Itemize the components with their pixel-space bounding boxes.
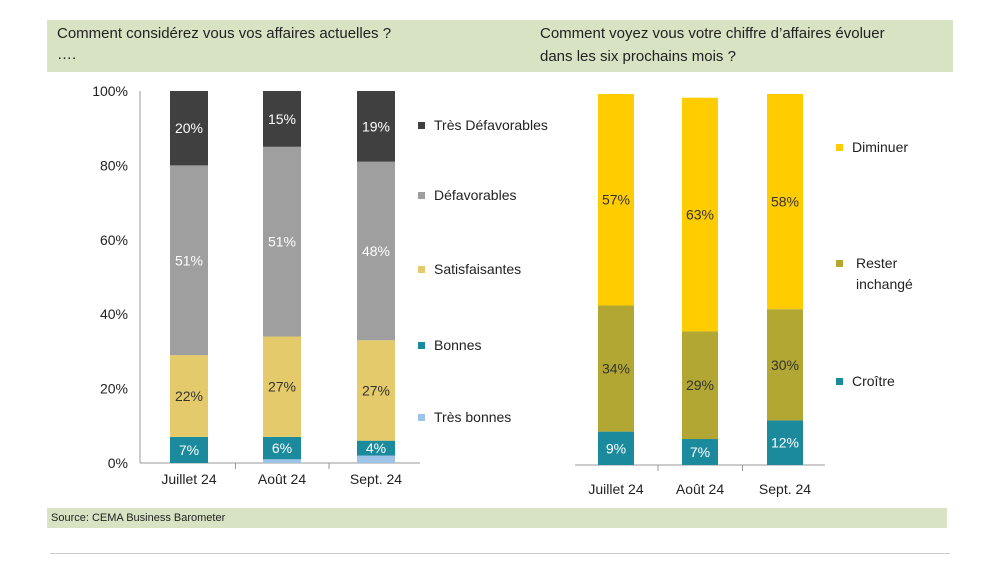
data-label: 22% bbox=[175, 388, 203, 404]
right-question-line2: dans les six prochains mois ? bbox=[540, 48, 736, 65]
bar-segment bbox=[682, 439, 718, 465]
data-label: 51% bbox=[268, 234, 296, 250]
bar-segment bbox=[682, 97, 718, 332]
data-label: 48% bbox=[362, 243, 390, 259]
bar-segment bbox=[767, 420, 803, 465]
source-text: Source: CEMA Business Barometer bbox=[51, 512, 226, 524]
data-label: 27% bbox=[362, 382, 390, 398]
x-tick-label: Août 24 bbox=[258, 471, 306, 487]
legend-label: inchangé bbox=[856, 276, 913, 292]
y-tick-label: 20% bbox=[100, 381, 128, 397]
x-tick-label: Août 24 bbox=[676, 481, 724, 497]
x-tick-label: Sept. 24 bbox=[350, 471, 402, 487]
source-band bbox=[47, 508, 947, 528]
legend-swatch bbox=[418, 342, 425, 349]
bar-segment bbox=[767, 309, 803, 421]
data-label: 7% bbox=[179, 442, 199, 458]
header-band bbox=[47, 20, 953, 72]
bar-segment bbox=[357, 455, 395, 463]
y-tick-label: 40% bbox=[100, 306, 128, 322]
legend-label: Croître bbox=[852, 373, 895, 389]
legend-label: Très bonnes bbox=[434, 409, 511, 425]
legend-label: Satisfaisantes bbox=[434, 261, 521, 277]
data-label: 51% bbox=[175, 252, 203, 268]
y-tick-label: 100% bbox=[92, 83, 128, 99]
legend-label: Très Défavorables bbox=[434, 117, 548, 133]
legend-swatch bbox=[418, 122, 425, 129]
bar-segment bbox=[170, 436, 208, 463]
y-tick-label: 0% bbox=[108, 455, 128, 471]
bar-segment bbox=[263, 459, 301, 463]
bar-segment bbox=[170, 355, 208, 437]
legend-swatch bbox=[836, 260, 843, 267]
bar-segment bbox=[357, 440, 395, 456]
bar-segment bbox=[357, 161, 395, 341]
data-label: 15% bbox=[268, 111, 296, 127]
bar-segment bbox=[682, 331, 718, 440]
data-label: 12% bbox=[771, 435, 799, 451]
data-label: 20% bbox=[175, 120, 203, 136]
bar-segment bbox=[263, 336, 301, 437]
left-question: Comment considérez vous vos affaires act… bbox=[57, 25, 392, 42]
bar-segment bbox=[263, 436, 301, 460]
bar-segment bbox=[357, 340, 395, 441]
data-label: 6% bbox=[272, 440, 292, 456]
legend-label: Bonnes bbox=[434, 337, 481, 353]
data-label: 34% bbox=[602, 361, 630, 377]
data-label: 9% bbox=[606, 440, 626, 456]
data-label: 4% bbox=[366, 440, 386, 456]
data-label: 58% bbox=[771, 194, 799, 210]
legend-swatch bbox=[836, 144, 843, 151]
x-tick-label: Juillet 24 bbox=[588, 481, 643, 497]
legend-swatch bbox=[418, 266, 425, 273]
x-tick-label: Sept. 24 bbox=[759, 481, 811, 497]
bar-segment bbox=[170, 91, 208, 166]
legend-swatch bbox=[418, 192, 425, 199]
data-label: 57% bbox=[602, 192, 630, 208]
bar-segment bbox=[767, 94, 803, 310]
bottom-rule bbox=[50, 553, 950, 554]
y-tick-label: 80% bbox=[100, 157, 128, 173]
bar-segment bbox=[263, 91, 301, 147]
legend-label: Défavorables bbox=[434, 187, 517, 203]
bar-segment bbox=[263, 146, 301, 337]
bar-segment bbox=[170, 165, 208, 356]
left-ellipsis: …. bbox=[57, 46, 77, 63]
x-tick-label: Juillet 24 bbox=[161, 471, 216, 487]
legend-label: Diminuer bbox=[852, 139, 908, 155]
data-label: 27% bbox=[268, 379, 296, 395]
y-tick-label: 60% bbox=[100, 232, 128, 248]
legend-label: Rester bbox=[856, 255, 898, 271]
data-label: 19% bbox=[362, 118, 390, 134]
bar-segment bbox=[598, 305, 634, 432]
bar-segment bbox=[598, 431, 634, 465]
bar-segment bbox=[357, 91, 395, 162]
data-label: 7% bbox=[690, 444, 710, 460]
data-label: 29% bbox=[686, 377, 714, 393]
bar-segment bbox=[598, 94, 634, 306]
right-question-line1: Comment voyez vous votre chiffre d’affai… bbox=[540, 25, 885, 42]
data-label: 63% bbox=[686, 207, 714, 223]
data-label: 30% bbox=[771, 357, 799, 373]
legend-swatch bbox=[418, 414, 425, 421]
legend-swatch bbox=[836, 378, 843, 385]
